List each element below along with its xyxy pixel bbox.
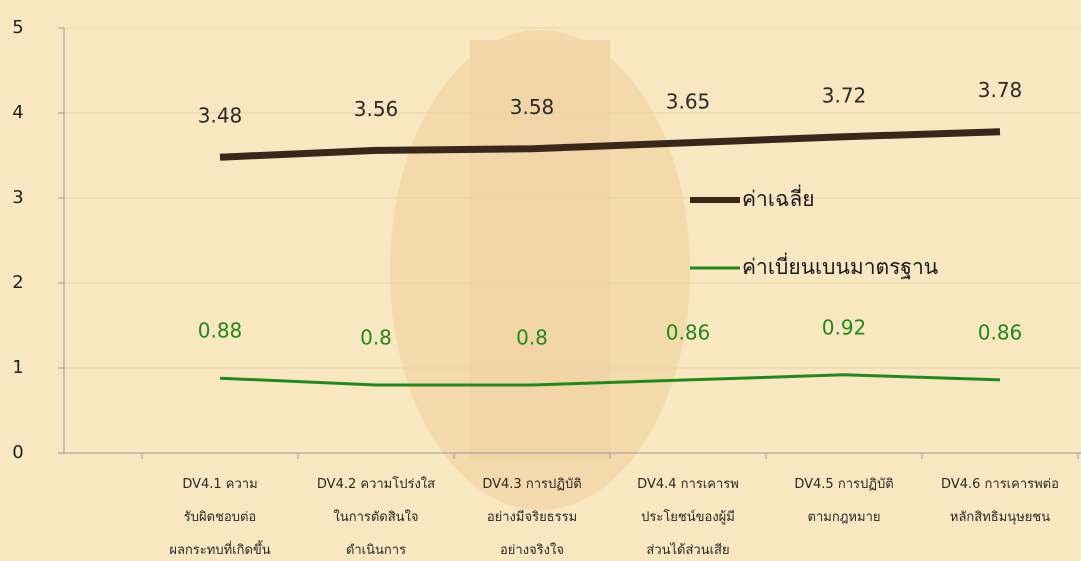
x-tick-label: DV4.1 ความ รับผิดชอบต่อ ผลกระทบที่เกิดขึ… [169,477,271,558]
y-tick-label: 2 [12,272,23,293]
data-label: 3.56 [354,97,399,121]
x-tick-label: DV4.5 การปฏิบัติ ตามกฎหมาย [794,477,894,525]
data-label: 3.72 [822,83,867,107]
data-label: 3.78 [978,78,1023,102]
data-label: 3.48 [198,104,243,128]
data-label: 3.58 [510,95,555,119]
y-tick-label: 0 [12,442,23,463]
data-label: 0.8 [516,326,548,350]
x-tick-label: DV4.4 การเคารพ ประโยชน์ของผู้มี ส่วนได้ส… [637,477,739,558]
y-tick-label: 1 [12,357,23,378]
y-tick-label: 4 [12,102,23,123]
legend-label: ค่าเฉลี่ย [742,184,815,211]
data-label: 0.86 [666,320,711,344]
data-label: 3.65 [666,89,711,113]
data-label: 0.92 [822,315,867,339]
data-label: 0.8 [360,326,392,350]
series-line [219,373,1001,387]
x-tick-label: DV4.3 การปฏิบัติ อย่างมีจริยธรรม อย่างจร… [482,477,582,558]
x-tick-label: DV4.2 ความโปร่งใส ในการตัดสินใจ ดำเนินกา… [316,477,436,558]
data-label: 0.88 [198,319,243,343]
legend-label: ค่าเบี่ยนเบนมาตรฐาน [742,252,938,279]
data-label: 0.86 [978,320,1023,344]
y-tick-label: 5 [12,17,23,38]
y-tick-label: 3 [12,187,23,208]
x-tick-label: DV4.6 การเคารพต่อ หลักสิทธิมนุษยชน [941,477,1059,525]
series-line [219,128,1001,161]
